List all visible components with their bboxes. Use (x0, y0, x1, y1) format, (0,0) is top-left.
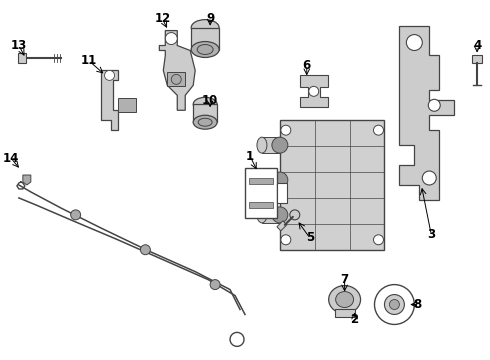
Bar (249, 178, 273, 184)
Ellipse shape (257, 207, 267, 223)
Ellipse shape (272, 207, 288, 223)
Text: 9: 9 (206, 12, 214, 25)
Ellipse shape (281, 235, 291, 245)
Ellipse shape (198, 118, 212, 126)
Bar (193, 104, 217, 122)
Polygon shape (100, 71, 119, 130)
Ellipse shape (290, 210, 300, 220)
Text: 7: 7 (341, 273, 349, 286)
Polygon shape (300, 75, 328, 107)
Bar (119, 98, 136, 112)
Polygon shape (399, 26, 454, 200)
Text: 11: 11 (80, 54, 97, 67)
Bar (280, 120, 385, 250)
Ellipse shape (104, 71, 115, 80)
Text: 5: 5 (306, 231, 314, 244)
Bar (245, 168, 277, 218)
Text: 3: 3 (427, 228, 435, 241)
Bar (191, 28, 219, 50)
Ellipse shape (272, 137, 288, 153)
Text: 14: 14 (3, 152, 19, 165)
Bar (277, 183, 287, 203)
Bar (18, 54, 26, 63)
Ellipse shape (422, 171, 436, 185)
Bar (249, 202, 273, 208)
Text: 13: 13 (11, 39, 27, 52)
Ellipse shape (428, 99, 440, 111)
Ellipse shape (406, 35, 422, 50)
Ellipse shape (373, 125, 384, 135)
Bar (262, 137, 280, 153)
Text: 6: 6 (303, 59, 311, 72)
Polygon shape (277, 221, 287, 231)
Polygon shape (159, 31, 195, 110)
Bar (262, 207, 280, 223)
Ellipse shape (374, 285, 415, 324)
Text: 10: 10 (202, 94, 218, 107)
Ellipse shape (210, 280, 220, 289)
Ellipse shape (385, 294, 404, 315)
Ellipse shape (336, 292, 354, 307)
Bar (335, 310, 355, 318)
Bar (472, 55, 482, 63)
Bar (238, 9, 469, 310)
Text: 1: 1 (246, 150, 254, 163)
Polygon shape (11, 170, 265, 354)
Ellipse shape (165, 32, 177, 45)
Ellipse shape (329, 285, 361, 314)
Ellipse shape (257, 172, 267, 188)
Ellipse shape (191, 20, 219, 36)
Ellipse shape (373, 235, 384, 245)
Ellipse shape (141, 245, 150, 255)
Ellipse shape (197, 45, 213, 54)
Text: 12: 12 (154, 12, 171, 25)
Ellipse shape (272, 172, 288, 188)
Text: 8: 8 (413, 298, 421, 311)
Text: 2: 2 (350, 313, 359, 326)
Ellipse shape (281, 125, 291, 135)
Polygon shape (23, 175, 31, 185)
Ellipse shape (309, 86, 318, 96)
Ellipse shape (193, 115, 217, 129)
Bar (167, 72, 185, 86)
Ellipse shape (257, 137, 267, 153)
Text: 4: 4 (473, 39, 481, 52)
Ellipse shape (390, 300, 399, 310)
Ellipse shape (172, 75, 181, 84)
Bar (262, 172, 280, 188)
Ellipse shape (193, 97, 217, 111)
Ellipse shape (71, 210, 81, 220)
Ellipse shape (191, 41, 219, 58)
